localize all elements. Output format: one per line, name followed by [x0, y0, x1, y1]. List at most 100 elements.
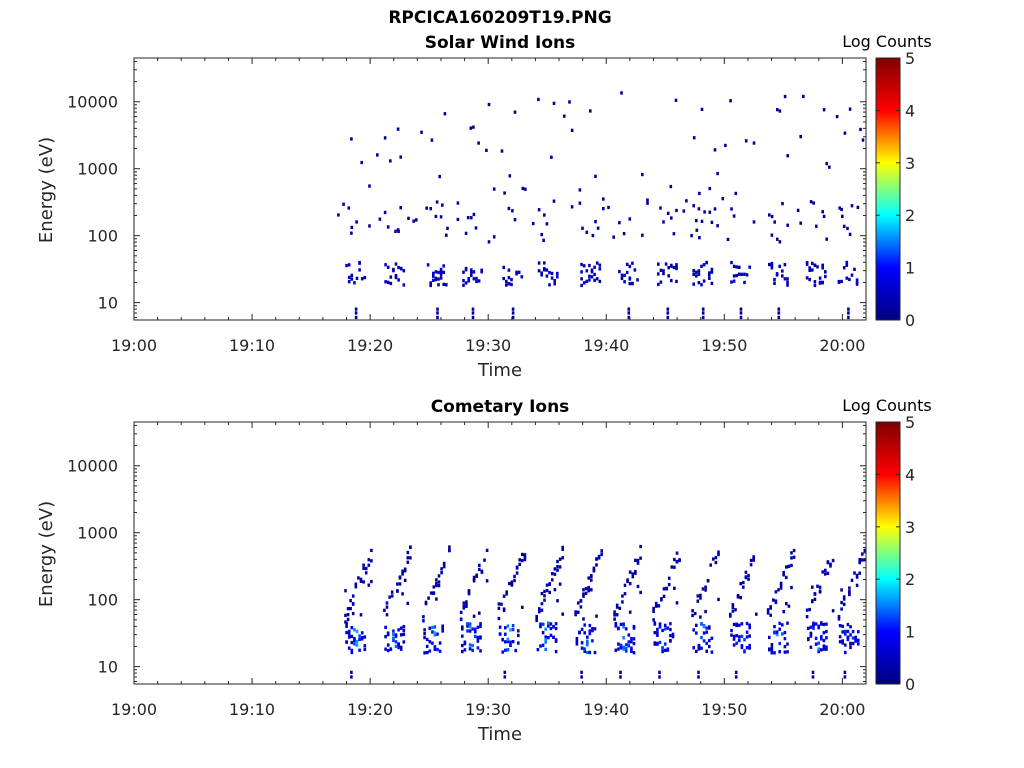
count-cell: [811, 585, 814, 589]
count-cell: [811, 675, 815, 679]
count-cell: [777, 307, 781, 311]
count-cell: [384, 263, 387, 267]
count-cell: [597, 556, 601, 560]
count-cell: [502, 594, 506, 598]
count-cell: [541, 622, 545, 626]
count-cell: [500, 149, 504, 153]
count-cell: [511, 209, 514, 213]
count-cell: [809, 625, 813, 629]
count-cell: [347, 646, 351, 650]
count-cell: [508, 581, 511, 586]
count-cell: [744, 139, 748, 143]
count-cell: [345, 624, 348, 628]
count-cell: [350, 670, 353, 674]
count-cell: [364, 566, 368, 571]
count-cell: [549, 633, 553, 637]
count-cell: [582, 264, 586, 268]
count-cell: [553, 567, 557, 571]
count-cell: [777, 315, 781, 320]
count-cell: [702, 263, 706, 267]
count-cell: [706, 579, 710, 583]
count-cell: [785, 575, 788, 580]
count-cell: [345, 621, 348, 625]
count-cell: [342, 202, 345, 206]
count-cell: [590, 268, 594, 272]
count-cell: [592, 569, 596, 573]
count-cell: [574, 610, 577, 614]
count-cell: [544, 635, 547, 639]
count-cell: [353, 628, 356, 632]
count-cell: [621, 594, 624, 598]
count-cell: [777, 588, 780, 592]
count-cell: [748, 626, 751, 630]
count-cell: [666, 626, 670, 630]
count-cell: [580, 262, 583, 267]
count-cell: [692, 646, 695, 650]
count-cell: [386, 225, 390, 229]
count-cell: [437, 283, 440, 287]
count-cell: [538, 607, 541, 611]
count-cell: [845, 260, 849, 265]
count-cell: [841, 630, 844, 634]
count-cell: [579, 599, 583, 603]
count-cell: [849, 645, 852, 650]
count-cell: [517, 629, 520, 633]
count-cell: [469, 126, 473, 130]
count-cell: [584, 587, 588, 591]
count-cell: [752, 557, 755, 561]
count-cell: [708, 644, 711, 649]
count-cell: [666, 311, 670, 315]
count-cell: [542, 238, 545, 242]
count-cell: [617, 647, 620, 651]
count-cell: [739, 307, 743, 311]
count-cell: [821, 263, 824, 267]
count-cell: [580, 627, 584, 632]
count-cell: [840, 279, 843, 284]
count-cell: [656, 633, 659, 637]
count-cell: [705, 630, 708, 634]
count-cell: [462, 283, 465, 287]
count-cell: [822, 214, 826, 219]
count-cell: [624, 649, 628, 653]
count-cell: [618, 221, 621, 225]
count-cell: [401, 569, 404, 573]
count-cell: [849, 625, 852, 629]
count-cell: [627, 311, 631, 315]
count-cell: [820, 637, 823, 641]
count-cell: [861, 558, 864, 562]
count-cell: [575, 642, 579, 646]
count-cell: [734, 675, 738, 679]
count-cell: [785, 602, 788, 606]
count-cell: [622, 625, 625, 629]
count-cell: [662, 594, 666, 598]
count-cell: [350, 650, 354, 655]
count-cell: [394, 229, 397, 233]
count-cell: [808, 266, 811, 270]
count-cell: [350, 231, 353, 235]
count-cell: [813, 283, 817, 288]
count-cell: [475, 276, 478, 281]
count-cell: [345, 630, 348, 635]
count-cell: [770, 643, 774, 647]
count-cell: [593, 278, 596, 282]
count-cell: [586, 635, 589, 639]
count-cell: [350, 634, 354, 639]
count-cell: [769, 605, 772, 609]
count-cell: [783, 263, 787, 267]
count-cell: [844, 650, 847, 655]
count-cell: [824, 568, 827, 572]
count-cell: [401, 592, 404, 596]
count-cell: [658, 640, 662, 645]
count-cell: [822, 644, 826, 648]
y-axis: 10 100 1000 10000: [67, 60, 866, 318]
count-cell: [580, 277, 583, 281]
count-cell: [700, 622, 703, 626]
count-cell: [465, 602, 468, 606]
count-cell: [592, 566, 596, 570]
count-cell: [602, 197, 605, 201]
count-cell: [812, 621, 815, 625]
count-cell: [736, 595, 740, 599]
count-cell: [355, 220, 358, 224]
count-cell: [714, 560, 718, 565]
